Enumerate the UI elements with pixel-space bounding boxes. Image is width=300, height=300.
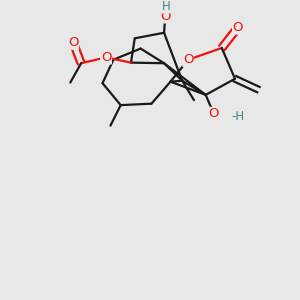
Text: -H: -H [232, 110, 244, 123]
Text: O: O [101, 51, 111, 64]
Text: O: O [160, 10, 170, 23]
Text: O: O [183, 53, 193, 66]
Text: O: O [68, 36, 79, 49]
Text: H: H [162, 0, 170, 13]
Text: O: O [233, 21, 243, 34]
Text: O: O [208, 107, 219, 120]
